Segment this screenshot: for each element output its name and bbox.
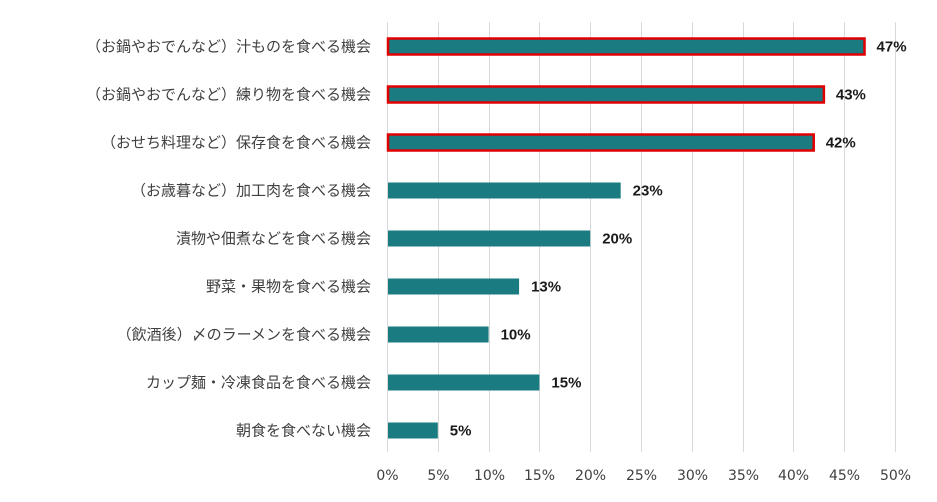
bar xyxy=(386,85,826,104)
bar xyxy=(386,37,866,56)
bar-layer xyxy=(386,37,866,439)
x-tick-label: 25% xyxy=(626,468,657,484)
x-tick-label: 30% xyxy=(677,468,708,484)
category-label: 漬物や佃煮などを食べる機会 xyxy=(176,230,371,248)
data-label: 5% xyxy=(450,423,472,440)
bar xyxy=(388,182,621,199)
data-label: 20% xyxy=(602,231,632,248)
bar xyxy=(388,374,540,391)
category-label: （お歳暮など）加工肉を食べる機会 xyxy=(131,182,371,200)
x-tick-label: 50% xyxy=(880,468,911,484)
data-label: 42% xyxy=(826,135,856,152)
bar xyxy=(386,133,815,152)
x-tick-label: 35% xyxy=(728,468,759,484)
category-label: 野菜・果物を食べる機会 xyxy=(206,278,371,296)
x-tick-label: 20% xyxy=(575,468,606,484)
bar xyxy=(388,326,489,343)
category-label: （おせち料理など）保存食を食べる機会 xyxy=(101,134,371,152)
category-label: （飲酒後）〆のラーメンを食べる機会 xyxy=(117,326,371,344)
data-label: 43% xyxy=(836,87,866,104)
label-layer: 0% 5% 10% 15% 20% 25% 30% 35% 40% 45% 50% （お鍋やおでんなど… xyxy=(86,38,911,485)
category-label: （お鍋やおでんなど）汁ものを食べる機会 xyxy=(86,38,371,56)
x-tick-label: 40% xyxy=(778,468,809,484)
bar xyxy=(388,230,591,247)
category-label: カップ麺・冷凍食品を食べる機会 xyxy=(146,374,371,392)
data-label: 13% xyxy=(531,279,561,296)
x-tick-label: 5% xyxy=(427,468,449,484)
x-tick-label: 15% xyxy=(524,468,555,484)
data-label: 15% xyxy=(551,375,581,392)
bar xyxy=(388,278,520,295)
x-tick-label: 45% xyxy=(829,468,860,484)
category-label: 朝食を食べない機会 xyxy=(236,422,371,440)
data-label: 47% xyxy=(877,39,907,56)
bar xyxy=(388,422,438,439)
data-label: 23% xyxy=(633,183,663,200)
x-tick-label: 0% xyxy=(376,468,398,484)
x-tick-label: 10% xyxy=(474,468,505,484)
data-label: 10% xyxy=(501,327,531,344)
category-label: （お鍋やおでんなど）練り物を食べる機会 xyxy=(86,86,371,104)
